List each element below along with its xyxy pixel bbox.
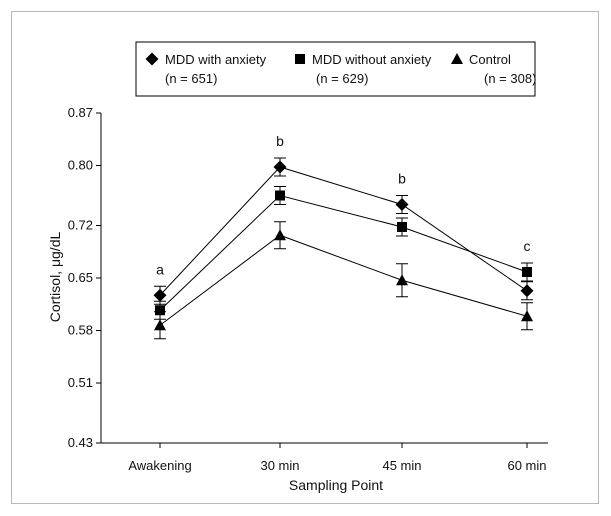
legend-label: MDD with anxiety: [165, 52, 267, 67]
legend-label: Control: [469, 52, 511, 67]
legend-marker-square: [295, 54, 305, 64]
x-tick-label: Awakening: [128, 458, 191, 473]
legend-marker-triangle: [451, 53, 463, 64]
y-tick-label: 0.43: [68, 435, 93, 450]
legend-item: MDD with anxiety (n = 651): [145, 52, 267, 86]
legend-n: (n = 308): [484, 71, 536, 86]
data-point-square: [522, 267, 532, 277]
data-point-diamond: [395, 198, 409, 211]
axes: 0.87 0.80 0.72 0.65 0.58 0.51 0.43 Awakening 30 …: [68, 105, 548, 473]
x-tick-label: 60 min: [507, 458, 546, 473]
legend-box: [135, 41, 536, 97]
data-point-square: [275, 190, 285, 201]
series-line: [159, 166, 528, 296]
significance-letter: b: [398, 171, 406, 187]
y-tick-label: 0.65: [68, 270, 93, 285]
legend-n: (n = 629): [316, 71, 368, 86]
data-point-diamond: [153, 288, 167, 302]
y-tick-label: 0.87: [68, 105, 93, 120]
y-tick-label: 0.51: [68, 375, 93, 390]
data-point-triangle: [396, 274, 408, 286]
data-point-triangle: [521, 310, 533, 322]
series-triangle: [154, 221, 533, 340]
series-line: [159, 194, 528, 311]
y-tick-label: 0.72: [68, 218, 93, 233]
data-point-triangle: [274, 229, 286, 241]
data-point-square: [155, 305, 165, 316]
legend-n: (n = 651): [165, 71, 217, 86]
y-axis-title: Cortisol, μg/dL: [47, 232, 63, 323]
y-tick-label: 0.58: [68, 323, 93, 338]
significance-letter: a: [156, 261, 164, 277]
data-point-diamond: [520, 284, 534, 298]
x-tick-label: 45 min: [382, 458, 421, 473]
legend: MDD with anxiety (n = 651) MDD without anx…: [135, 41, 536, 97]
x-axis-title: Sampling Point: [289, 477, 383, 493]
series-layer: a b b c: [153, 133, 534, 340]
series-line: [159, 234, 528, 326]
figure-frame: [11, 11, 599, 504]
significance-letter: c: [524, 238, 531, 254]
legend-item: MDD without anxiety (n = 629): [295, 52, 432, 86]
significance-letter: b: [276, 133, 284, 149]
legend-marker-diamond: [145, 52, 159, 66]
data-point-diamond: [273, 160, 287, 174]
series-diamond: [153, 157, 534, 305]
y-tick-label: 0.80: [68, 158, 93, 173]
data-point-triangle: [154, 319, 166, 331]
legend-item: Control (n = 308): [451, 52, 536, 86]
data-point-square: [397, 222, 407, 232]
series-square: [154, 186, 533, 320]
x-tick-label: 30 min: [260, 458, 299, 473]
legend-label: MDD without anxiety: [312, 52, 432, 67]
